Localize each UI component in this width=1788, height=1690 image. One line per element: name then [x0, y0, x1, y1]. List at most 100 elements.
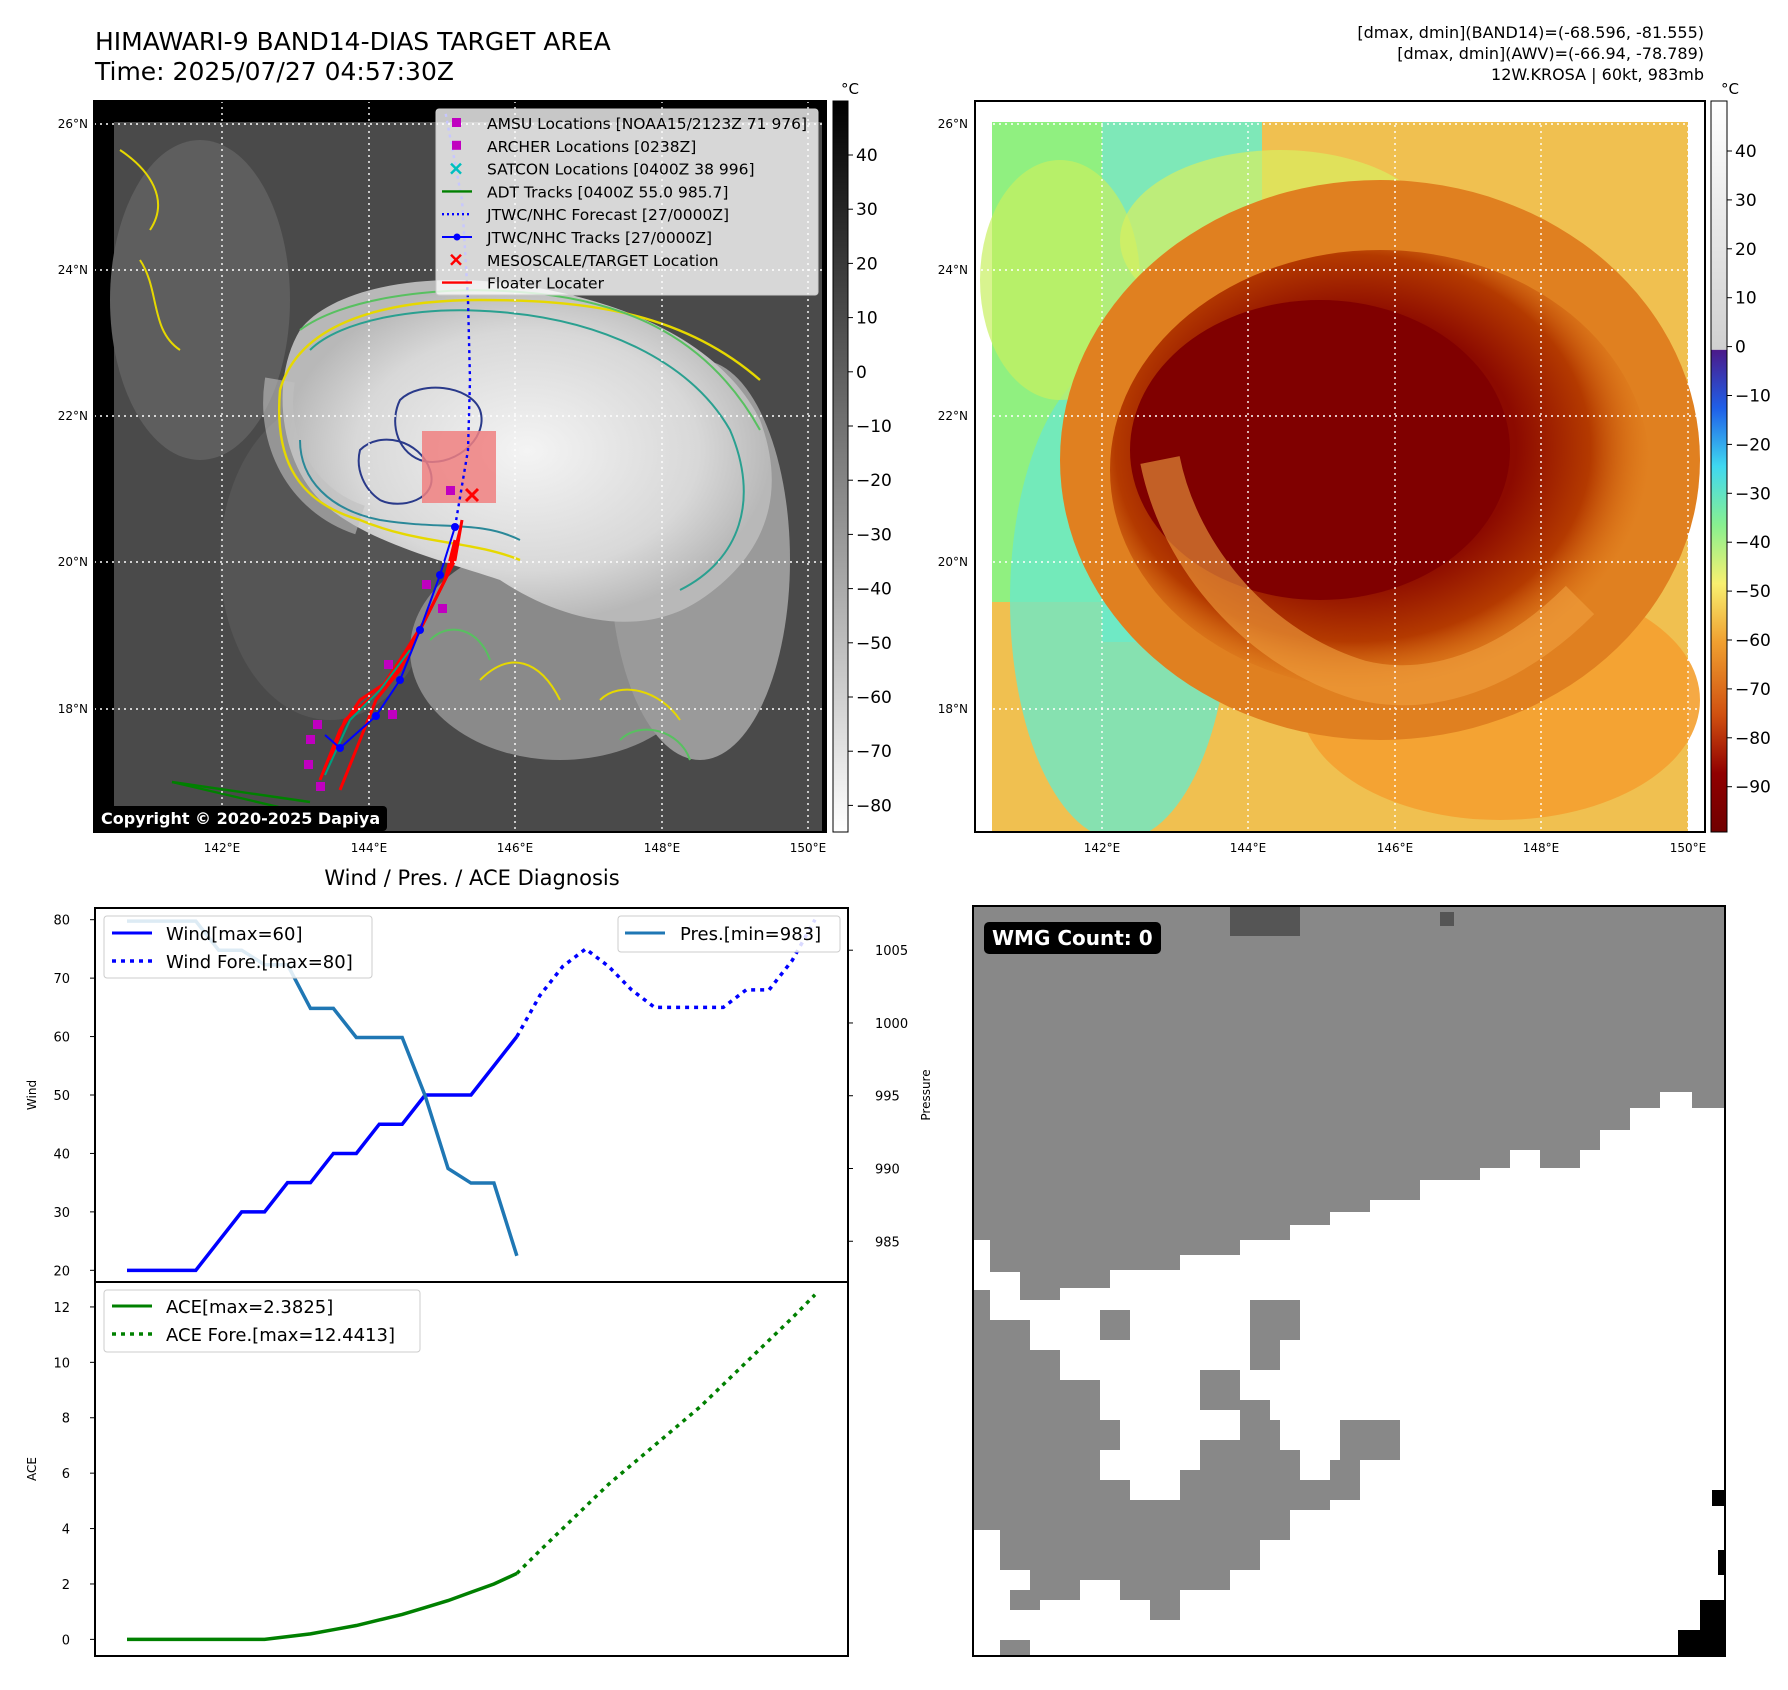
ace-tick: 8	[62, 1412, 70, 1427]
colorbar-tick: −70	[1735, 680, 1771, 700]
lat-tick: 26°N	[58, 117, 88, 131]
wind-tick: 70	[53, 972, 70, 987]
colorbar-tick: 10	[1735, 289, 1757, 309]
wind-tick: 80	[53, 914, 70, 929]
colorbar-tick: −40	[1735, 533, 1771, 553]
ace-tick: 6	[62, 1467, 70, 1482]
legend-entry: JTWC/NHC Tracks [27/0000Z]	[442, 229, 712, 247]
lat-tick: 20°N	[938, 555, 968, 569]
lat-tick: 24°N	[58, 263, 88, 277]
ace-tick: 0	[62, 1633, 70, 1648]
colorbar-tick: −30	[1735, 484, 1771, 504]
legend-label: Wind Fore.[max=80]	[166, 952, 353, 973]
ir-map-panel: AMSU Locations [NOAA15/2123Z 71 976] ARCH…	[58, 80, 892, 855]
pressure-legend: Pres.[min=983]	[617, 915, 841, 953]
colorbar-tick: −70	[856, 742, 892, 762]
legend-label: Wind[max=60]	[166, 924, 303, 945]
legend-marker	[452, 140, 461, 150]
colorbar-unit: °C	[841, 80, 859, 98]
figure-time: Time: 2025/07/27 04:57:30Z	[94, 57, 454, 86]
colorbar-tick: −40	[856, 580, 892, 600]
ace-tick: 10	[53, 1356, 70, 1371]
legend-entry: MESOSCALE/TARGET Location	[450, 252, 719, 270]
lat-tick: 24°N	[938, 263, 968, 277]
colorbar-left: °C 40 30 20 10 0 −10 −20 −30 −40 −50 −60 −70 −80	[832, 80, 892, 833]
colorbar-tick: −60	[1735, 631, 1771, 651]
wind-tick: 60	[53, 1031, 70, 1046]
diagnosis-chart: Wind / Pres. / ACE Diagnosis Wind Pressu…	[25, 866, 933, 1657]
lon-tick: 148°E	[1523, 841, 1560, 855]
wmg-count-badge: WMG Count: 0	[984, 922, 1161, 954]
legend-label: AMSU Locations [NOAA15/2123Z 71 976]	[487, 115, 807, 133]
colorbar-unit: °C	[1721, 80, 1739, 98]
wind-tick: 50	[53, 1089, 70, 1104]
ace-tick: 2	[62, 1578, 70, 1593]
lon-tick: 150°E	[790, 841, 827, 855]
wmg-panel	[972, 905, 1726, 1657]
awv-stats: [dmax, dmin](AWV)=(-66.94, -78.789)	[1397, 44, 1704, 63]
colorbar-tick: −10	[856, 417, 892, 437]
colorbar-tick: 20	[1735, 240, 1757, 260]
colorbar-tick: 40	[1735, 142, 1757, 162]
pressure-tick: 1005	[875, 944, 908, 959]
map-grid-right	[975, 101, 1705, 832]
legend-label: Floater Locater	[487, 275, 605, 293]
copyright-badge: Copyright © 2020-2025 Dapiya	[94, 806, 388, 831]
lon-tick: 144°E	[351, 841, 388, 855]
colorbar-tick: 40	[856, 146, 878, 166]
colorbar-tick: 30	[1735, 191, 1757, 211]
wind-tick: 20	[53, 1264, 70, 1279]
colorbar-tick: 10	[856, 309, 878, 329]
figure-title: HIMAWARI-9 BAND14-DIAS TARGET AREA	[95, 27, 611, 56]
storm-info: 12W.KROSA | 60kt, 983mb	[1491, 65, 1704, 84]
colorbar-tick: −50	[856, 634, 892, 654]
series-line	[127, 1035, 519, 1273]
legend-entry: ADT Tracks [0400Z 55.0 985.7]	[442, 183, 728, 201]
lat-tick: 18°N	[938, 702, 968, 716]
legend-label: MESOSCALE/TARGET Location	[487, 252, 719, 270]
legend-label: SATCON Locations [0400Z 38 996]	[487, 161, 755, 179]
wind-tick: 30	[53, 1206, 70, 1221]
lat-tick: 22°N	[58, 409, 88, 423]
legend-label: ARCHER Locations [0238Z]	[487, 138, 696, 156]
colorbar-tick: 20	[856, 254, 878, 274]
lat-tick: 26°N	[938, 117, 968, 131]
wind-tick: 40	[53, 1147, 70, 1162]
lon-tick: 144°E	[1230, 841, 1267, 855]
pressure-tick: 995	[875, 1090, 900, 1105]
legend-entry: ARCHER Locations [0238Z]	[452, 138, 696, 156]
ace-tick: 4	[62, 1523, 70, 1538]
legend-entry: Floater Locater	[442, 275, 605, 293]
legend-label: ACE Fore.[max=12.4413]	[166, 1325, 395, 1346]
pressure-tick: 990	[875, 1162, 900, 1177]
colorbar-tick: 0	[1735, 338, 1746, 358]
floater-region	[422, 431, 496, 503]
adt-track	[171, 780, 311, 804]
colorbar-tick: 30	[856, 200, 878, 220]
pressure-axis-label: Pressure	[919, 1069, 933, 1120]
colorbar-tick: −50	[1735, 582, 1771, 602]
legend-entry: SATCON Locations [0400Z 38 996]	[450, 161, 755, 179]
colorbar-tick: −60	[856, 688, 892, 708]
lon-tick: 150°E	[1670, 841, 1707, 855]
lon-tick: 142°E	[1084, 841, 1121, 855]
pressure-tick: 985	[875, 1235, 900, 1250]
lat-tick: 22°N	[938, 409, 968, 423]
colorbar-tick: −90	[1735, 778, 1771, 798]
pressure-tick: 1000	[875, 1017, 908, 1032]
lon-tick: 142°E	[204, 841, 241, 855]
colorbar-tick: −20	[1735, 435, 1771, 455]
lon-tick: 146°E	[497, 841, 534, 855]
colorbar-tick: −80	[1735, 729, 1771, 749]
legend-entry: AMSU Locations [NOAA15/2123Z 71 976]	[452, 115, 807, 133]
colorbar-tick: −30	[856, 525, 892, 545]
colorbar-tick: −80	[856, 796, 892, 816]
lat-tick: 20°N	[58, 555, 88, 569]
map-legend: AMSU Locations [NOAA15/2123Z 71 976] ARCH…	[435, 108, 819, 296]
wind-legend: Wind[max=60] Wind Fore.[max=80]	[103, 915, 373, 979]
legend-label: JTWC/NHC Tracks [27/0000Z]	[486, 229, 712, 247]
colorbar-tick: −20	[856, 471, 892, 491]
target-location-marker	[464, 487, 480, 503]
colorbar-right: °C 40 30 20 10 0 −10 −20 −30 −40 −50 −60 −70 −80 −90	[1710, 80, 1771, 833]
